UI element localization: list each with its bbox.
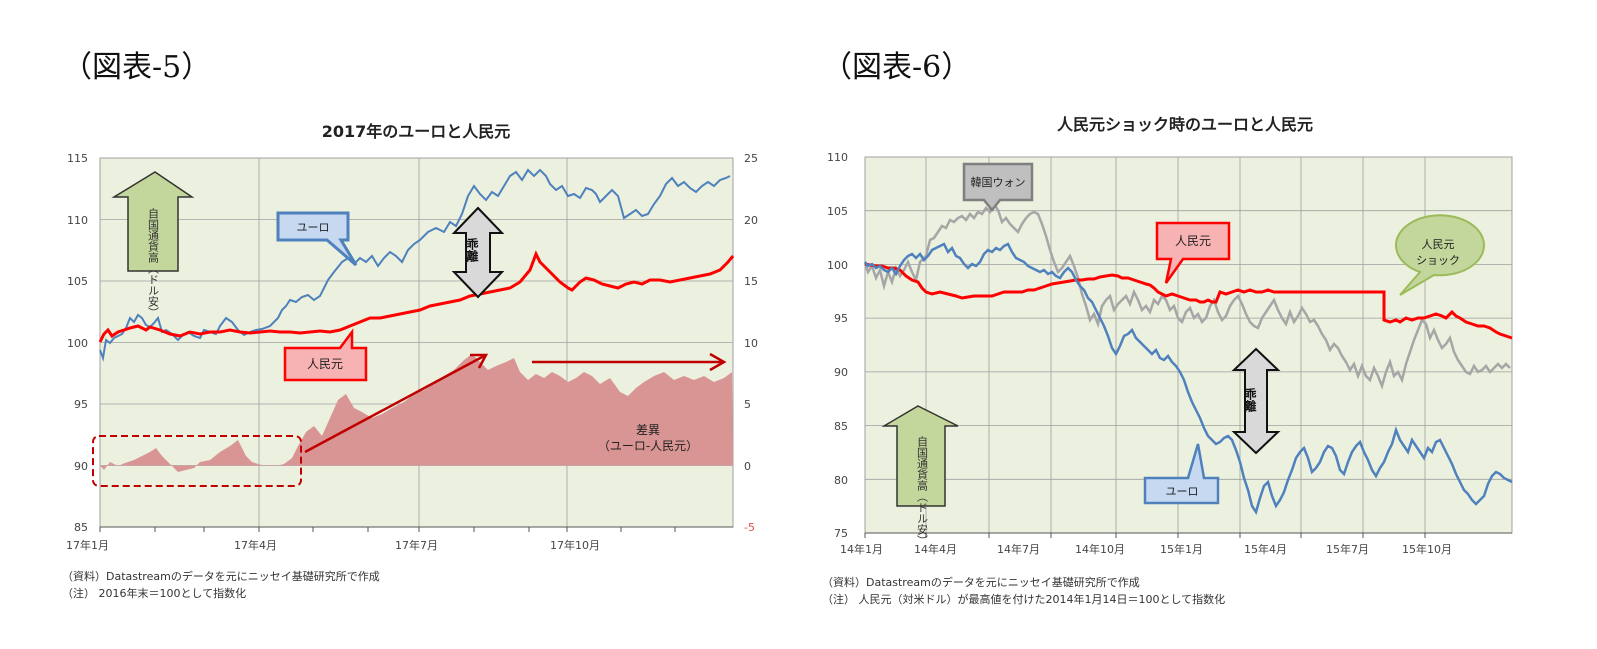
figure5-source-note: （資料）Datastreamのデータを元にニッセイ基礎研究所で作成 (62, 570, 380, 583)
figure6-arrow-text: 自国通貨高（ドル安） (916, 436, 929, 546)
figure5-euro-callout (276, 211, 358, 267)
figure6-label: （図表-6） (822, 50, 972, 85)
figure5-difference-area (100, 354, 733, 472)
figure6-left-axis: 110 105 100 95 90 85 80 75 (827, 151, 848, 540)
svg-text:90: 90 (74, 460, 88, 473)
figure6-notes: （資料）Datastreamのデータを元にニッセイ基礎研究所で作成 （注） 人民… (822, 574, 1225, 608)
figure5-divergence-arrow (451, 206, 505, 299)
figure6-divergence-label: 乖離 (1243, 387, 1257, 413)
svg-text:15年7月: 15年7月 (1326, 542, 1369, 556)
svg-text:14年1月: 14年1月 (840, 542, 883, 556)
svg-text:85: 85 (74, 521, 88, 534)
figure5-arrow-text: 自国通貨高（ドル安） (147, 208, 160, 318)
svg-text:17年1月: 17年1月 (66, 538, 109, 552)
svg-text:80: 80 (834, 474, 848, 487)
svg-text:75: 75 (834, 527, 848, 540)
svg-text:90: 90 (834, 366, 848, 379)
figure5-diff-label-1: 差異 (636, 423, 660, 437)
svg-text:25: 25 (744, 152, 758, 165)
svg-text:5: 5 (744, 398, 751, 411)
svg-text:自国通貨高（ドル安）: 自国通貨高（ドル安） (147, 208, 160, 318)
svg-text:14年10月: 14年10月 (1075, 542, 1125, 556)
figure5-left-axis: 115 110 105 100 95 90 85 (67, 152, 88, 534)
figure6-euro-callout (1143, 443, 1220, 505)
figure5-index-note: （注） 2016年末＝100として指数化 (62, 587, 247, 600)
figure5-currency-up-arrow (111, 171, 195, 272)
svg-text:17年7月: 17年7月 (395, 538, 438, 552)
figure6-won-callout (962, 162, 1034, 213)
svg-text:17年10月: 17年10月 (550, 538, 600, 552)
figure6-divergence-arrow (1231, 347, 1281, 455)
figure5-right-axis: 25 20 15 10 5 0 -5 (744, 152, 758, 534)
figure6-won-line (863, 201, 1511, 390)
figure6-rmb-line (864, 262, 1513, 340)
figure6-won-label: 韓国ウォン (971, 176, 1026, 189)
svg-text:110: 110 (827, 151, 848, 164)
figure5-trend-arrows (304, 352, 727, 454)
figure5-highlight-box (92, 435, 302, 487)
figure5-rmb-label: 人民元 (307, 357, 343, 371)
svg-text:105: 105 (827, 205, 848, 218)
figure5-divergence-label: 乖離 (465, 237, 479, 263)
figure5-euro-label: ユーロ (297, 221, 330, 234)
figure6-shock-bubble (1395, 214, 1485, 296)
figure5-diff-label-2: （ユーロ-人民元） (598, 439, 698, 453)
figure5-label: （図表-5） (62, 50, 212, 85)
svg-text:95: 95 (74, 398, 88, 411)
figure6-shock-label-1: 人民元 (1422, 238, 1455, 251)
svg-text:14年4月: 14年4月 (914, 542, 957, 556)
svg-text:0: 0 (744, 460, 751, 473)
svg-text:15: 15 (744, 275, 758, 288)
svg-text:95: 95 (834, 312, 848, 325)
figure5-rmb-callout (283, 328, 368, 382)
svg-text:110: 110 (67, 214, 88, 227)
figure5-x-axis: 17年1月 17年4月 17年7月 17年10月 (66, 538, 600, 552)
figure5-notes: （資料）Datastreamのデータを元にニッセイ基礎研究所で作成 （注） 20… (62, 568, 380, 602)
figure6-source-note: （資料）Datastreamのデータを元にニッセイ基礎研究所で作成 (822, 576, 1140, 589)
figure6-euro-label: ユーロ (1166, 485, 1199, 498)
figure6-rmb-callout (1155, 221, 1231, 284)
figure6-euro-line (864, 242, 1513, 515)
figure6-currency-up-arrow (881, 405, 959, 507)
svg-text:17年4月: 17年4月 (234, 538, 277, 552)
figure6-rmb-label: 人民元 (1175, 234, 1211, 248)
svg-text:100: 100 (827, 259, 848, 272)
svg-text:100: 100 (67, 337, 88, 350)
figure5-title: 2017年のユーロと人民元 (321, 122, 511, 141)
svg-text:15年4月: 15年4月 (1244, 542, 1287, 556)
figure6-index-note: （注） 人民元（対米ドル）が最高値を付けた2014年1月14日＝100として指数… (822, 593, 1226, 606)
svg-text:14年7月: 14年7月 (997, 542, 1040, 556)
svg-text:10: 10 (744, 337, 758, 350)
svg-text:-5: -5 (744, 521, 755, 534)
svg-text:85: 85 (834, 420, 848, 433)
figure6-x-axis: 14年1月 14年4月 14年7月 14年10月 15年1月 15年4月 15年7月 1… (840, 542, 1452, 556)
svg-text:15年1月: 15年1月 (1160, 542, 1203, 556)
figure6-shock-label-2: ショック (1416, 254, 1460, 267)
svg-text:115: 115 (67, 152, 88, 165)
svg-text:15年10月: 15年10月 (1402, 542, 1452, 556)
svg-text:20: 20 (744, 214, 758, 227)
svg-text:105: 105 (67, 275, 88, 288)
figure6-title: 人民元ショック時のユーロと人民元 (1056, 115, 1313, 134)
figure5-euro-line (99, 168, 731, 362)
figure5-rmb-line (98, 250, 735, 343)
